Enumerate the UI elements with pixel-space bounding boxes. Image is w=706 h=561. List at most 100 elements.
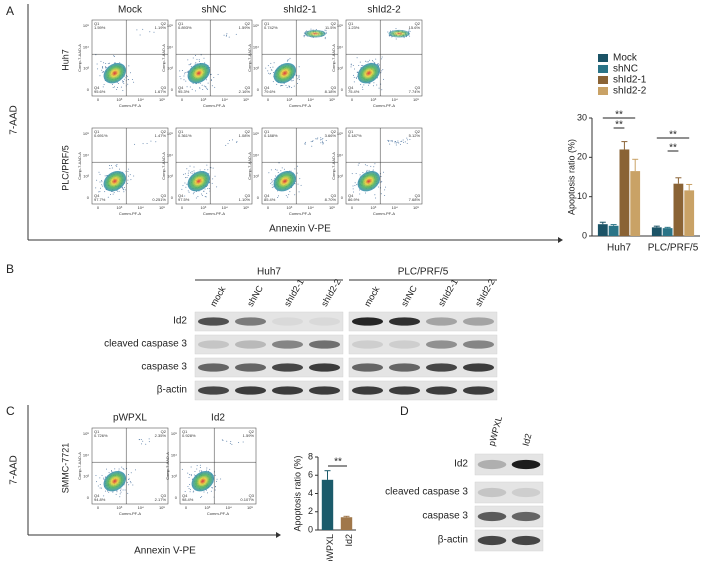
cell-dot [380,175,382,177]
group-label: Huh7 [257,267,281,278]
cell-dot [268,172,270,174]
cell-dot [212,178,214,180]
flow-tick: 10⁴ [222,205,228,210]
blot-band [308,340,341,349]
cell-dot [190,474,192,476]
legend-swatch [598,65,608,73]
cell-dot [108,62,110,64]
cell-dot [191,172,193,174]
cell-dot [353,81,355,83]
cell-dot [120,488,122,490]
cell-dot [123,82,125,84]
flow-tick: 10³ [83,474,89,479]
cell-dot [199,169,201,171]
cell-cluster [103,170,127,192]
cell-dot [130,179,132,181]
cell-dot [298,78,300,80]
cell-dot [184,195,186,197]
quadrant-name: Q3 [331,85,337,90]
flow-tick: 10⁵ [243,205,249,210]
cell-dot [189,64,191,66]
cell-dot [116,163,118,165]
cell-dot [107,196,109,198]
cell-dot [179,70,181,72]
cell-dot [303,36,305,38]
cell-dot [148,441,150,443]
cell-dot [204,86,206,88]
bar [597,224,608,236]
panel-label: B [6,262,14,276]
cell-dot [189,165,191,167]
cell-dot [214,474,216,476]
quadrant-percent: 1.23% [348,25,360,30]
blot-band [388,340,421,349]
x-tick-label: PLC/PRF/5 [648,243,699,254]
cell-dot [113,86,115,88]
lane-label: shId2-2 [319,277,343,308]
cell-dot [129,481,131,483]
cell-dot [277,195,279,197]
quadrant-percent: 8.18% [325,89,337,94]
cell-dot [275,168,277,170]
quadrant-name: Q3 [415,193,421,198]
cell-dot [103,71,105,73]
flow-tick: 10⁵ [413,205,419,210]
cell-dot [223,34,225,36]
cell-dot [97,485,99,487]
flow-tick: 10³ [116,97,122,102]
cell-dot [99,191,101,193]
cell-dot [366,170,368,172]
quadrant-percent: 7.74% [409,89,421,94]
bar [684,190,695,236]
flow-tick: 0 [97,505,100,510]
cell-dot [297,78,299,80]
quadrant-name: Q1 [348,21,354,26]
cell-dot [195,90,197,92]
cell-dot [131,79,133,81]
flow-y-title: Comp-7-AAD-A [165,452,170,480]
cell-dot [394,140,396,142]
flow-y-title: Comp-7-AAD-A [77,44,82,72]
cell-dot [205,86,207,88]
cell-dot [382,171,384,173]
flow-tick: 10⁴ [308,97,314,102]
cell-dot [115,165,117,167]
cell-dot [359,61,361,63]
flow-tick: 0 [171,87,174,92]
cell-dot [128,175,130,177]
cell-dot [96,63,98,65]
cell-dot [298,76,300,78]
cell-dot [296,172,298,174]
y-tick-label: 2 [308,506,313,516]
cell-dot [133,175,135,177]
cell-dot [101,181,103,183]
blot-band [477,535,507,546]
legend-label: Mock [613,53,638,64]
cell-dot [298,66,300,68]
cell-dot [359,174,361,176]
flow-tick: 10⁵ [83,431,89,436]
cell-dot [408,29,410,31]
quadrant-percent: 1.67% [155,89,167,94]
cell-dot [108,472,110,474]
cell-dot [272,66,274,68]
flow-tick: 10³ [286,205,292,210]
cell-dot [285,195,287,197]
cell-dot [148,438,150,440]
cell-dot [119,496,121,498]
flow-tick: 10⁵ [167,23,173,28]
cell-dot [384,194,386,196]
flow-tick: 10⁵ [171,431,177,436]
quadrant-name: Q2 [415,129,421,134]
quadrant-name: Q1 [348,129,354,134]
cell-dot [187,485,189,487]
cell-dot [202,88,204,90]
cell-dot [199,466,201,468]
quadrant-percent: 0.893% [178,25,192,30]
cell-dot [286,60,288,62]
cell-dot [213,76,215,78]
flow-tick: 10³ [167,174,173,179]
cell-dot [195,62,197,64]
significance-label: ** [669,143,677,154]
flow-x-title: Comm-PF-A [203,211,226,216]
